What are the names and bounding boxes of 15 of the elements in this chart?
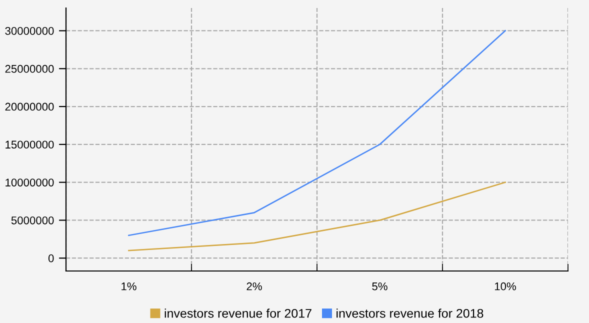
- x-tick-label: 5%: [372, 282, 388, 290]
- y-tick-label: 20000000: [5, 102, 54, 111]
- line-series: [128, 30, 506, 236]
- y-tick-label: 15000000: [6, 140, 54, 149]
- line-series: [128, 182, 506, 252]
- y-tick-label: 5000000: [11, 216, 54, 224]
- y-tick-label: 0: [48, 254, 54, 262]
- legend-label: investors revenue for 2017: [164, 308, 312, 318]
- y-tick-label: 10000000: [6, 178, 54, 186]
- x-tick-label: 1%: [122, 282, 136, 290]
- legend-label: investors revenue for 2018: [336, 308, 484, 318]
- x-tick-label: 2%: [246, 282, 262, 290]
- x-tick-label: 10%: [494, 282, 516, 290]
- y-tick-label: 25000000: [5, 64, 54, 73]
- y-tick-label: 30000000: [5, 27, 54, 35]
